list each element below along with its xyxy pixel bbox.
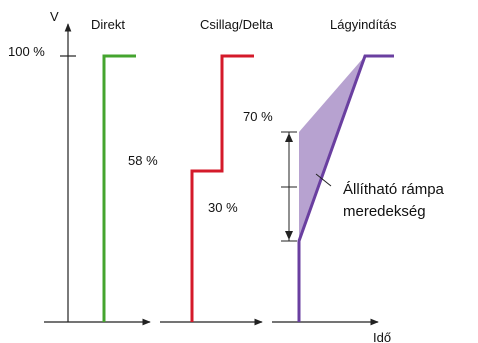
soft-start-curve — [297, 54, 394, 322]
star-delta-curve — [190, 54, 254, 322]
soft-start-annotation-line2: meredekség — [343, 203, 426, 220]
y-axis-label: V — [50, 9, 59, 24]
soft-start-annotation-line1: Állítható rámpa — [343, 181, 444, 198]
ramp-range-arrowhead-bottom — [285, 231, 293, 240]
star-delta-low-label: 30 % — [208, 200, 238, 215]
star-delta-high-label: 70 % — [243, 109, 273, 124]
y-tick-label-100: 100 % — [8, 44, 45, 59]
soft-start-title: Lágyindítás — [330, 17, 397, 32]
direct-value-label: 58 % — [128, 153, 158, 168]
x-axis-label: Idő — [373, 330, 392, 343]
annotation-leader-line — [315, 173, 332, 187]
direct-curve — [102, 54, 136, 322]
direct-title: Direkt — [91, 17, 125, 32]
star-delta-title: Csillag/Delta — [200, 17, 273, 32]
ramp-range-arrowhead-top — [285, 133, 293, 142]
